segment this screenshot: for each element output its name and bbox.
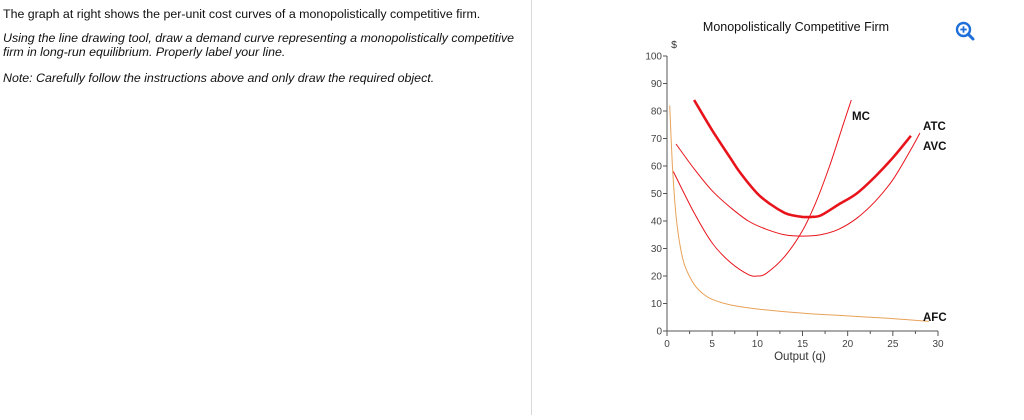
x-tick-label: 10 xyxy=(752,339,764,350)
atc-label: ATC xyxy=(923,121,946,133)
question-intro: The graph at right shows the per-unit co… xyxy=(3,7,481,21)
x-tick-label: 0 xyxy=(664,339,670,350)
instruction-text: draw a demand curve representing a monop… xyxy=(3,31,515,59)
curves xyxy=(669,99,930,322)
y-tick-label: 60 xyxy=(651,162,663,173)
x-axis-label: Output (q) xyxy=(774,351,826,363)
y-tick-label: 50 xyxy=(651,189,663,200)
y-tick-label: 70 xyxy=(651,134,663,145)
afc-curve xyxy=(669,105,930,322)
chart-title: Monopolistically Competitive Firm xyxy=(703,20,889,34)
y-tick-label: 40 xyxy=(651,217,663,228)
mc-label: MC xyxy=(852,111,870,123)
avc-curve xyxy=(675,132,921,237)
cost-curves-chart[interactable]: Monopolistically Competitive Firm $ Outp… xyxy=(533,0,1024,415)
graph-panel: Monopolistically Competitive Firm $ Outp… xyxy=(533,0,1024,415)
y-tick-label: 20 xyxy=(651,272,663,283)
atc-curve xyxy=(692,99,912,219)
x-tick-label: 5 xyxy=(709,339,715,350)
y-tick-label: 0 xyxy=(656,327,662,338)
mc-curve xyxy=(672,99,852,277)
x-tick-label: 30 xyxy=(932,339,944,350)
y-tick-label: 30 xyxy=(651,244,663,255)
x-tick-label: 25 xyxy=(887,339,899,350)
afc-label: AFC xyxy=(923,312,947,324)
y-tick-label: 10 xyxy=(651,299,663,310)
zoom-in-icon[interactable] xyxy=(955,21,975,41)
avc-label: AVC xyxy=(923,141,946,153)
curve-labels: MC ATC AVC AFC xyxy=(852,111,947,324)
axes: 0 10 20 30 40 50 60 70 80 90 100 0 5 10 15 20 25 30 xyxy=(645,52,944,351)
y-axis-label: $ xyxy=(671,39,677,51)
question-instruction: Using the line drawing tool, draw a dema… xyxy=(3,31,523,59)
x-tick-label: 15 xyxy=(797,339,809,350)
y-tick-label: 80 xyxy=(651,107,663,118)
line-tool-reference: Using the line drawing tool, xyxy=(3,31,152,45)
question-panel: The graph at right shows the per-unit co… xyxy=(3,0,532,415)
question-note: Note: Carefully follow the instructions … xyxy=(3,71,435,85)
y-tick-label: 100 xyxy=(645,52,662,63)
y-tick-label: 90 xyxy=(651,79,663,90)
x-tick-label: 20 xyxy=(842,339,854,350)
